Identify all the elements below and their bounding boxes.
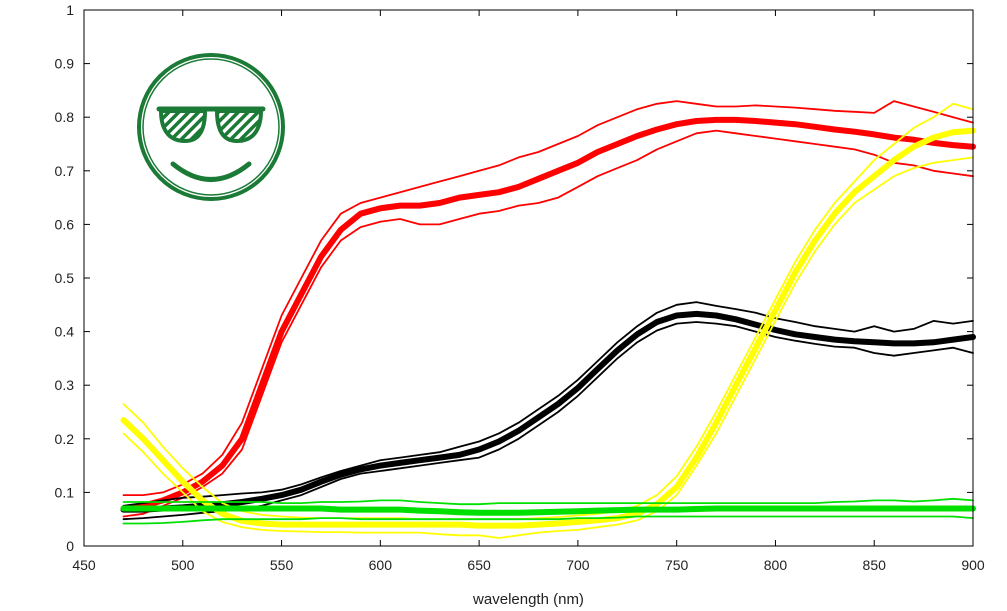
x-tick-label: 500 [171,557,195,573]
x-tick-label: 750 [665,557,689,573]
y-tick-label: 0.8 [55,109,75,125]
series-mean-line-0 [120,116,976,512]
series-upper-line-3 [122,497,974,506]
y-tick-label: 0.7 [55,163,75,179]
x-tick-label: 900 [961,557,985,573]
y-tick-label: 0 [66,538,74,554]
y-tick-label: 0.9 [55,56,75,72]
y-tick-label: 0.5 [55,270,75,286]
ticks-layer: 450 500 550 600 650 700 750 800 850 900 0 0.1 0.2 0.3… [55,2,985,573]
y-tick-label: 0.4 [55,324,75,340]
series-mean-line-3 [120,505,976,516]
series-upper-line-0 [122,100,974,496]
y-tick-label: 1 [66,2,74,18]
x-tick-label: 550 [270,557,294,573]
y-tick-label: 0.3 [55,377,75,393]
y-tick-label: 0.1 [55,484,75,500]
x-tick-label: 450 [72,557,96,573]
series-layer [120,100,976,539]
series-mean-line-1 [120,310,976,513]
series-lower-line-2 [122,156,974,539]
x-tick-label: 850 [863,557,887,573]
series-lower-line-3 [122,515,974,525]
series-lower-line-1 [122,321,974,521]
y-tick-label: 0.2 [55,431,75,447]
sunglasses-smiley-icon [137,53,285,201]
x-tick-label: 800 [764,557,788,573]
x-axis-label: wavelength (nm) [472,591,584,608]
x-tick-label: 700 [566,557,590,573]
y-tick-label: 0.6 [55,216,75,232]
x-tick-label: 650 [467,557,491,573]
series-lower-line-0 [122,129,974,518]
series-mean-line-2 [120,127,976,529]
series-upper-line-1 [122,301,974,507]
series-upper-line-2 [122,102,974,521]
x-tick-label: 600 [369,557,393,573]
